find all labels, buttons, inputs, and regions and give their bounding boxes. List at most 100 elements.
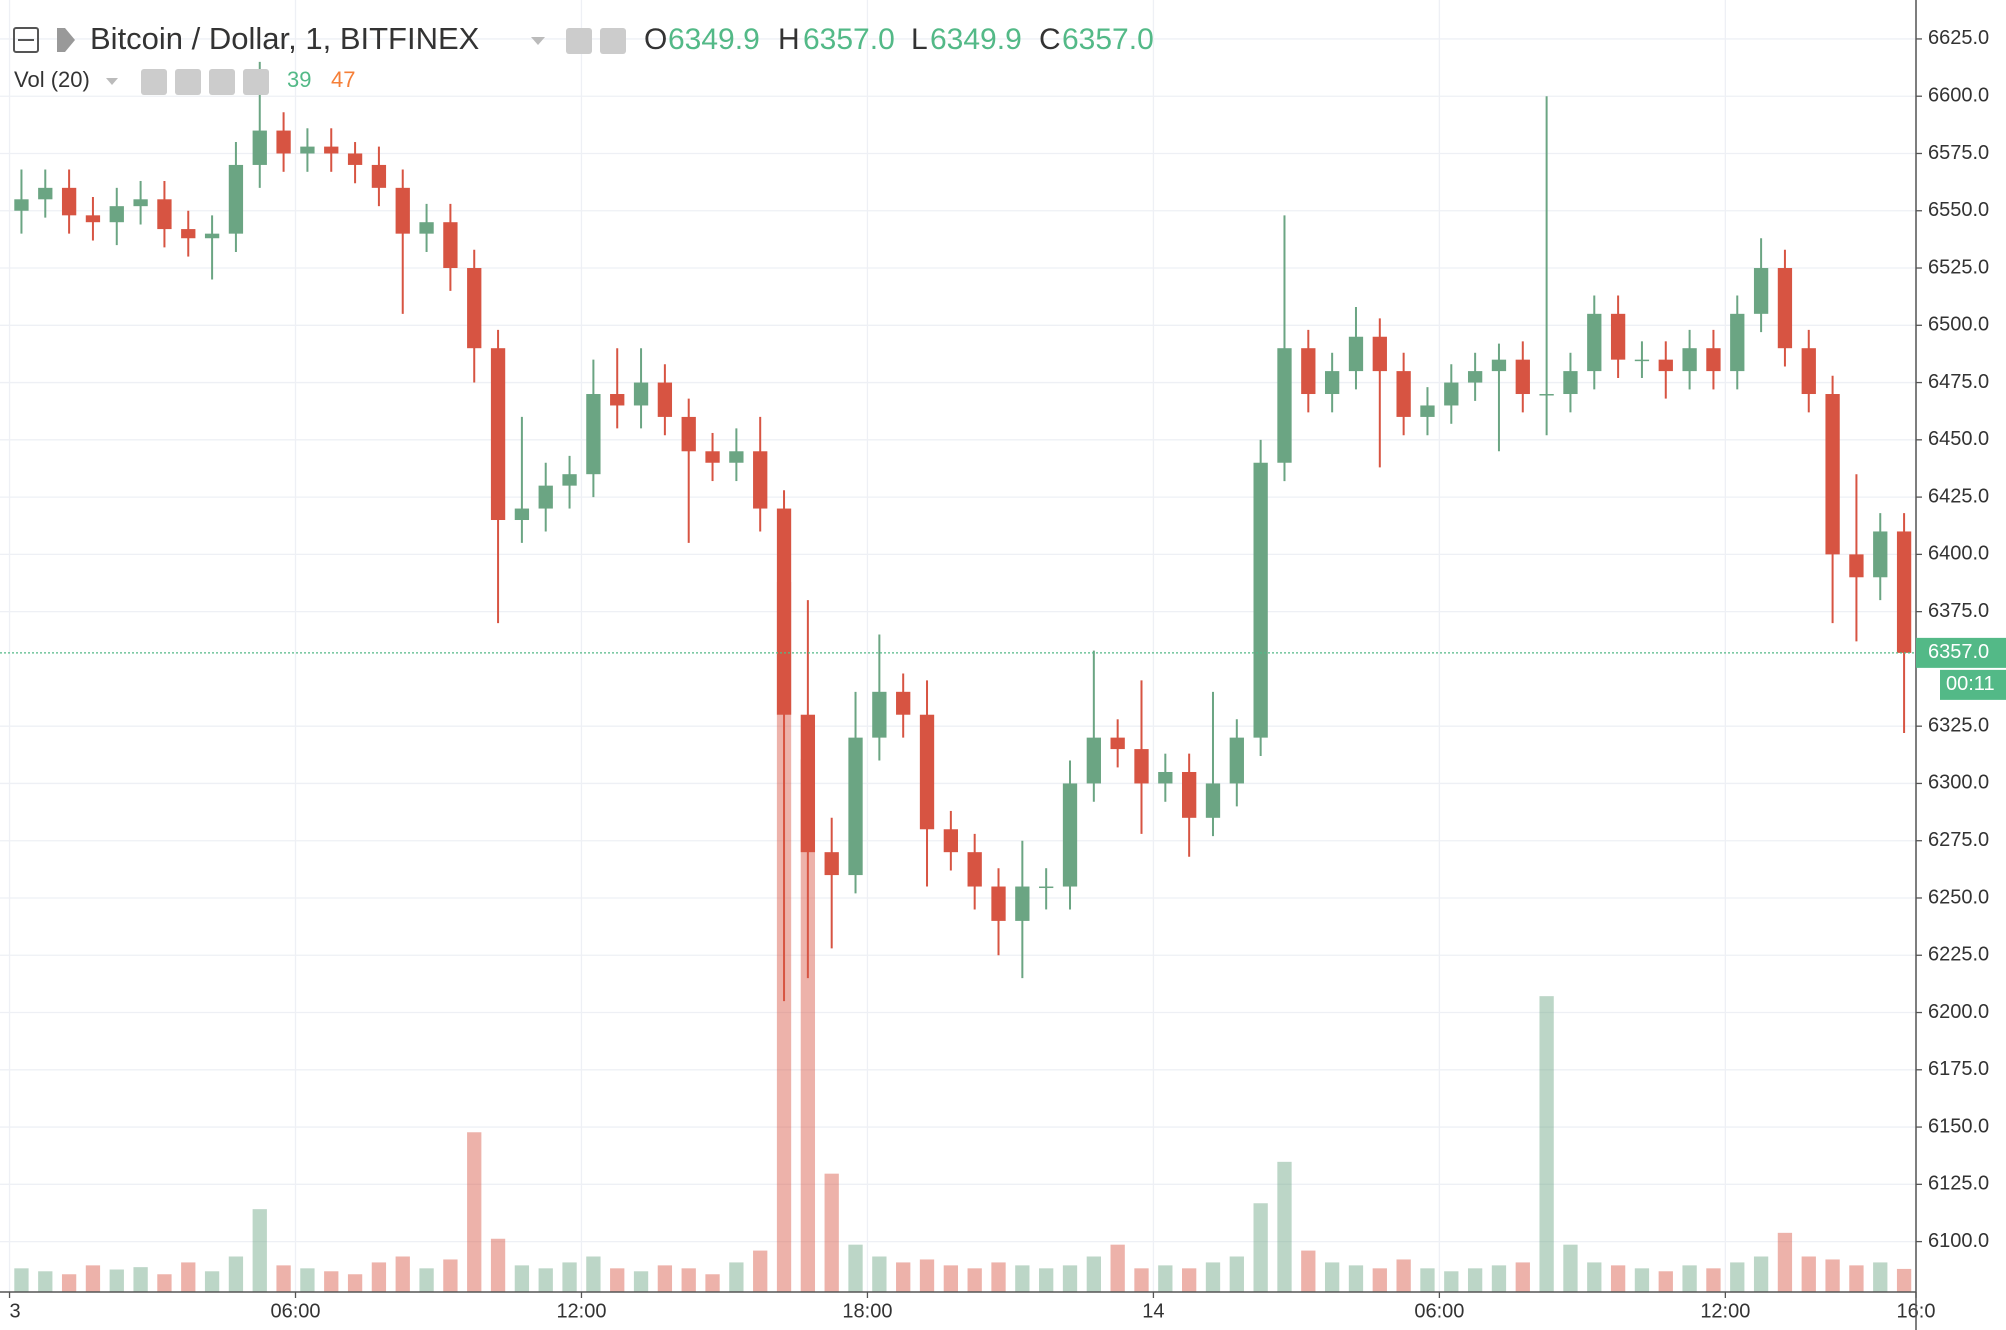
y-tick-label: 6400.0 xyxy=(1928,543,1989,565)
x-tick-label: 3 xyxy=(10,1300,21,1322)
candle-body xyxy=(824,852,839,876)
volume-bar xyxy=(1491,1265,1507,1292)
add-icon[interactable] xyxy=(209,69,235,95)
high-label: H xyxy=(778,23,800,56)
y-tick-label: 6100.0 xyxy=(1928,1230,1989,1252)
volume-bar xyxy=(467,1132,482,1292)
candle-body xyxy=(1706,348,1721,372)
candle-body xyxy=(610,394,625,406)
candle-body xyxy=(1658,359,1673,372)
settings-icon[interactable] xyxy=(600,28,626,54)
candle-body xyxy=(347,153,363,165)
candle-body xyxy=(252,130,267,165)
candle-body xyxy=(919,714,935,830)
volume-label: Vol (20) xyxy=(14,67,90,92)
volume-bar xyxy=(1706,1268,1721,1292)
candle-body xyxy=(14,199,29,211)
volume-bar xyxy=(1324,1262,1340,1292)
candle-body xyxy=(1205,783,1221,818)
candle-body xyxy=(1158,771,1173,784)
volume-bar xyxy=(1301,1250,1316,1292)
x-tick-label: 06:00 xyxy=(270,1300,320,1322)
volume-bar xyxy=(657,1265,673,1292)
candle-body xyxy=(896,691,911,715)
volume-bar xyxy=(324,1271,339,1292)
collapse-icon[interactable] xyxy=(13,27,39,53)
volume-bar xyxy=(872,1256,887,1292)
volume-bar xyxy=(1039,1268,1054,1292)
x-tick-label: 12:00 xyxy=(556,1300,606,1322)
candle-body xyxy=(1420,405,1435,417)
volume-bar xyxy=(824,1173,839,1292)
volume-bar xyxy=(300,1268,315,1292)
visibility-icon[interactable] xyxy=(141,69,167,95)
volume-bar xyxy=(38,1271,53,1292)
y-tick-label: 6450.0 xyxy=(1928,428,1989,450)
flag-icon[interactable] xyxy=(57,28,75,52)
candle-body xyxy=(1896,531,1912,653)
volume-bar xyxy=(1563,1244,1578,1292)
candle-body xyxy=(1753,268,1769,314)
candle-body xyxy=(419,222,434,234)
volume-bar xyxy=(1849,1265,1864,1292)
candle-body xyxy=(991,886,1006,921)
candle-body xyxy=(109,206,124,223)
dropdown-icon[interactable] xyxy=(106,78,118,85)
volume-bar xyxy=(1015,1265,1030,1292)
candle-body xyxy=(38,187,53,200)
volume-bar xyxy=(1515,1262,1530,1292)
y-tick-label: 6500.0 xyxy=(1928,314,1989,336)
candle-body xyxy=(705,451,720,463)
y-tick-label: 6300.0 xyxy=(1928,772,1989,794)
candle-body xyxy=(1396,371,1411,417)
y-tick-label: 6250.0 xyxy=(1928,886,1989,908)
candle-body xyxy=(204,233,220,239)
volume-bar xyxy=(181,1262,196,1292)
volume-bar xyxy=(800,759,816,1292)
dropdown-icon[interactable] xyxy=(531,37,545,45)
candle-body xyxy=(1039,886,1054,889)
volume-bar xyxy=(157,1274,172,1292)
volume-bar xyxy=(1825,1259,1840,1292)
volume-bar xyxy=(1277,1161,1292,1292)
candle-body xyxy=(1372,336,1387,372)
volume-bar xyxy=(1229,1256,1244,1292)
candle-body xyxy=(514,508,530,521)
volume-ma-value: 47 xyxy=(331,67,355,92)
volume-bar xyxy=(419,1268,434,1292)
countdown-tag xyxy=(1940,669,2006,700)
candle-body xyxy=(1467,371,1483,383)
candle-body xyxy=(1491,359,1507,372)
y-tick-label: 6225.0 xyxy=(1928,944,1989,966)
grid xyxy=(0,0,1917,1292)
candle-body xyxy=(228,164,244,234)
last-price-label: 6357.0 xyxy=(1928,641,1989,663)
visibility-icon[interactable] xyxy=(566,28,592,54)
volume-bar xyxy=(919,1259,935,1292)
volume-bar xyxy=(1467,1268,1483,1292)
candles xyxy=(14,61,1912,1002)
last-price-tag xyxy=(1916,637,2006,668)
volume-bar xyxy=(1110,1244,1125,1292)
candle-body xyxy=(300,146,315,154)
volume-bar xyxy=(61,1274,77,1292)
volume-bar xyxy=(1396,1259,1411,1292)
candle-body xyxy=(1563,371,1578,395)
volume-bar xyxy=(1444,1271,1459,1292)
candle-body xyxy=(1539,394,1554,396)
candle-body xyxy=(586,394,601,475)
y-tick-label: 6550.0 xyxy=(1928,199,1989,221)
settings-icon[interactable] xyxy=(175,69,201,95)
volume-bar xyxy=(1658,1271,1673,1292)
candle-body xyxy=(1277,348,1292,463)
volume-bar xyxy=(1587,1262,1602,1292)
y-tick-label: 6125.0 xyxy=(1928,1173,1989,1195)
candle-body xyxy=(157,199,172,230)
volume-bar xyxy=(1253,1203,1268,1292)
remove-icon[interactable] xyxy=(243,69,269,95)
close-value: 6357.0 xyxy=(1062,23,1154,56)
symbol-title: Bitcoin / Dollar, 1, BITFINEX xyxy=(90,21,480,56)
volume-bar xyxy=(1634,1268,1650,1292)
